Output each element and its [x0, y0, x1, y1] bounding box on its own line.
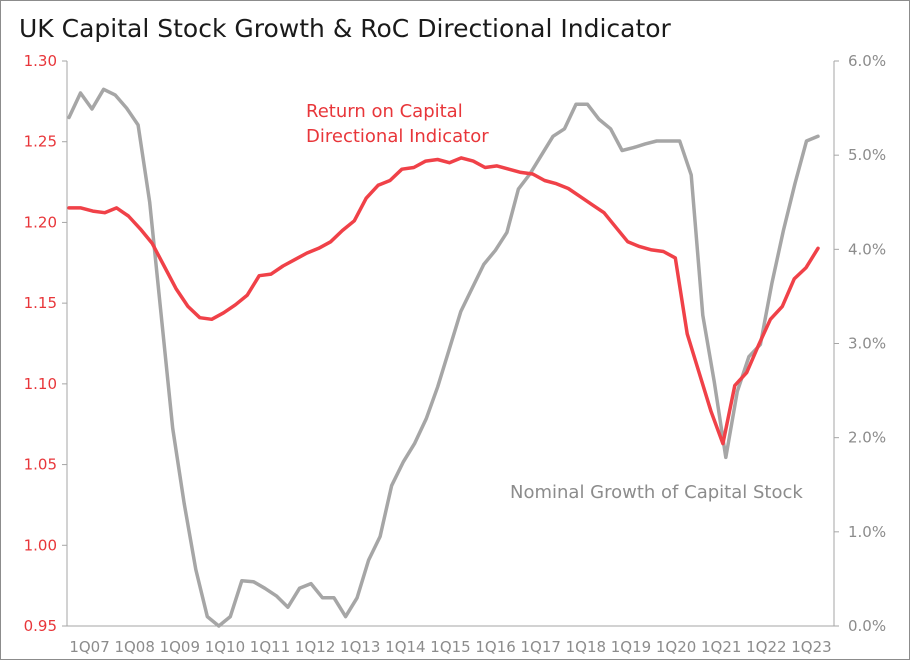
right-axis-ticks: 0.0% 1.0% 2.0% 3.0% 4.0% 5.0% 6.0% [834, 52, 886, 635]
series-line-return-on-capital [67, 156, 820, 446]
left-tick-label: 1.00 [24, 536, 57, 554]
x-tick-label: 1Q12 [295, 638, 335, 656]
x-tick-label: 1Q15 [430, 638, 470, 656]
annotation-nominal-growth: Nominal Growth of Capital Stock [510, 482, 803, 503]
right-tick-label: 4.0% [848, 240, 886, 258]
left-tick-label: 1.20 [24, 213, 57, 231]
left-axis-ticks: 0.95 1.00 1.05 1.10 1.15 1.20 1.25 1.30 [24, 52, 67, 635]
x-tick-label: 1Q23 [791, 638, 831, 656]
x-tick-label: 1Q09 [160, 638, 200, 656]
x-tick-label: 1Q13 [340, 638, 380, 656]
x-tick-label: 1Q07 [69, 638, 109, 656]
x-tick-label: 1Q19 [611, 638, 651, 656]
left-tick-label: 1.05 [24, 456, 57, 474]
x-tick-label: 1Q17 [521, 638, 561, 656]
x-tick-label: 1Q20 [656, 638, 696, 656]
left-tick-label: 1.10 [24, 375, 57, 393]
right-tick-label: 5.0% [848, 146, 886, 164]
right-tick-label: 6.0% [848, 52, 886, 70]
chart-title: UK Capital Stock Growth & RoC Directiona… [19, 14, 672, 43]
x-tick-label: 1Q16 [475, 638, 515, 656]
right-tick-label: 2.0% [848, 429, 886, 447]
x-tick-label: 1Q21 [701, 638, 741, 656]
x-tick-label: 1Q10 [205, 638, 245, 656]
x-tick-label: 1Q08 [114, 638, 154, 656]
x-tick-label: 1Q11 [250, 638, 290, 656]
right-tick-label: 3.0% [848, 335, 886, 353]
left-tick-label: 1.15 [24, 294, 57, 312]
left-tick-label: 0.95 [24, 617, 57, 635]
x-tick-label: 1Q22 [746, 638, 786, 656]
x-tick-label: 1Q18 [566, 638, 606, 656]
x-axis-ticks: 1Q07 1Q08 1Q09 1Q10 1Q11 1Q12 1Q13 1Q14 1Q15 1Q16… [69, 638, 831, 656]
x-tick-label: 1Q14 [385, 638, 425, 656]
right-tick-label: 1.0% [848, 523, 886, 541]
annotation-roc-line2: Directional Indicator [306, 126, 489, 147]
left-tick-label: 1.30 [24, 52, 57, 70]
series-line-nominal-growth [67, 87, 820, 628]
right-tick-label: 0.0% [848, 617, 886, 635]
annotation-roc-line1: Return on Capital [306, 101, 463, 122]
left-tick-label: 1.25 [24, 133, 57, 151]
